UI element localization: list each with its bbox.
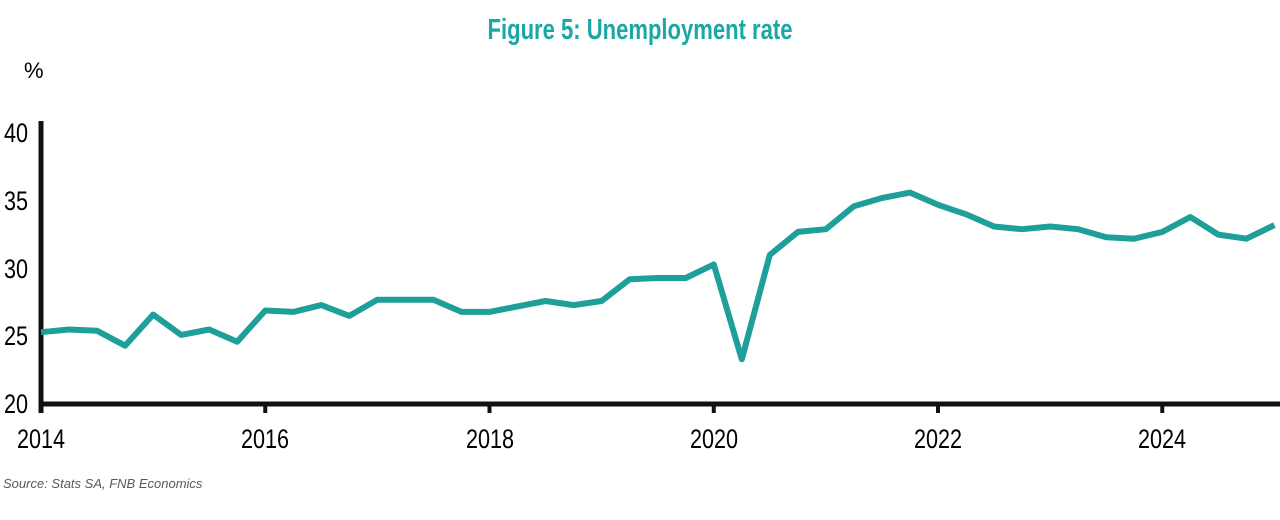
y-tick-label: 20 [4,389,29,419]
x-tick-label: 2016 [241,424,290,454]
y-tick-label: 35 [4,185,29,216]
unemployment-rate-line [40,189,1276,363]
x-tick-label: 2018 [465,424,514,454]
chart-title: Figure 5: Unemployment rate [487,14,793,46]
x-tick-label: 2014 [16,424,66,454]
x-tick-label: 2024 [1138,424,1187,454]
x-tick-label: 2022 [913,424,963,454]
x-tick-label: 2020 [689,424,738,454]
source-note: Source: Stats SA, FNB Economics [3,476,203,491]
y-tick-label: 25 [4,321,29,352]
y-axis-unit-label: % [24,58,44,83]
y-tick-label: 30 [4,253,29,284]
y-tick-label: 40 [4,118,29,148]
